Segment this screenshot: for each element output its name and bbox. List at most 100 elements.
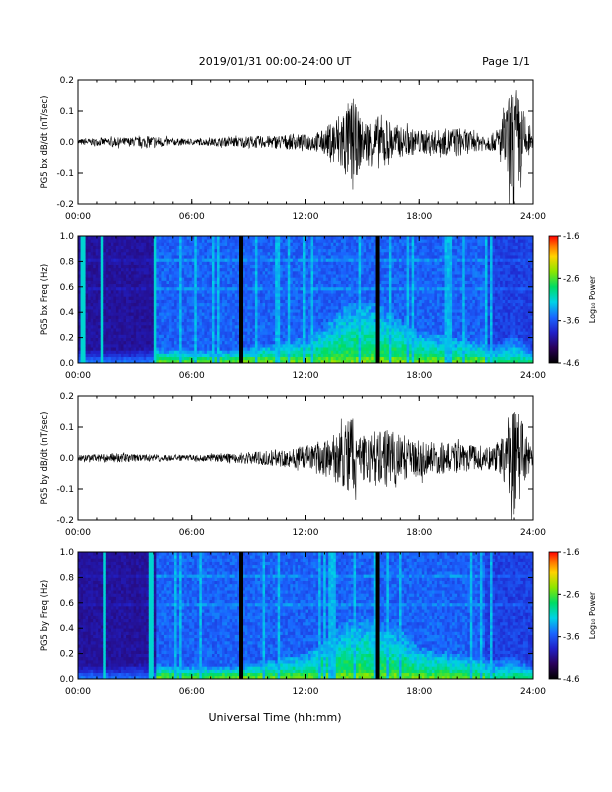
spectrogram-cell xyxy=(297,242,301,246)
spectrogram-cell xyxy=(194,267,198,272)
spectrogram-cell xyxy=(148,305,152,310)
spectrogram-cell xyxy=(123,248,127,253)
spectrogram-cell xyxy=(232,289,236,294)
spectrogram-cell xyxy=(123,267,127,272)
spectrogram-cell xyxy=(161,289,165,294)
spectrogram-cell xyxy=(153,353,157,358)
spectrogram-cell xyxy=(310,334,314,338)
spectrogram-cell xyxy=(219,245,223,250)
spectrogram-cell xyxy=(237,255,241,259)
spectrogram-cell xyxy=(310,340,314,345)
spectrogram-cell xyxy=(80,334,84,338)
spectrogram-cell xyxy=(386,356,390,361)
spectrogram-cell xyxy=(131,334,135,338)
spectrogram-cell xyxy=(191,321,195,326)
spectrogram-cell xyxy=(356,302,359,307)
spectrogram-cell xyxy=(290,350,294,354)
spectrogram-cell xyxy=(270,274,274,278)
spectrogram-cell xyxy=(234,280,238,285)
spectrogram-cell xyxy=(88,248,92,253)
spectrogram-cell xyxy=(242,299,246,304)
spectrogram-cell xyxy=(242,251,246,256)
spectrogram-cell xyxy=(148,261,152,265)
spectrogram-cell xyxy=(204,343,208,348)
spectrogram-cell xyxy=(148,312,152,316)
spectrogram-cell xyxy=(383,350,387,354)
spectrogram-cell xyxy=(98,324,102,329)
spectrogram-cell xyxy=(345,258,349,262)
spectrogram-cell xyxy=(287,280,291,285)
spectrogram-cell xyxy=(242,305,246,310)
spectrogram-cell xyxy=(131,324,135,329)
spectrogram-cell xyxy=(163,299,167,304)
spectrogram-cell xyxy=(340,255,344,259)
spectrogram-cell xyxy=(143,353,147,358)
spectrogram-cell xyxy=(211,264,215,269)
spectrogram-cell xyxy=(305,356,309,361)
spectrogram-cell xyxy=(98,258,102,262)
spectrogram-cell xyxy=(338,248,342,253)
spectrogram-cell xyxy=(386,293,390,297)
spectrogram-cell xyxy=(171,312,175,316)
spectrogram-cell xyxy=(285,312,289,316)
spectrogram-cell xyxy=(146,309,150,313)
spectrogram-cell xyxy=(285,264,289,269)
spectrogram-cell xyxy=(113,315,117,319)
spectrogram-cell xyxy=(361,296,365,300)
spectrogram-cell xyxy=(292,283,296,288)
spectrogram-cell xyxy=(348,270,352,275)
spectrogram-cell xyxy=(300,245,304,250)
spectrogram-cell xyxy=(169,245,172,250)
spectrogram-cell xyxy=(323,302,327,307)
spectrogram-cell xyxy=(93,350,97,354)
spectrogram-cell xyxy=(194,286,198,291)
spectrogram-cell xyxy=(310,255,314,259)
spectrogram-cell xyxy=(219,255,223,259)
spectrogram-cell xyxy=(371,267,375,272)
spectrogram-cell xyxy=(345,340,349,345)
spectrogram-cell xyxy=(378,286,382,291)
spectrogram-cell xyxy=(343,296,347,300)
spectrogram-cell xyxy=(305,251,309,256)
spectrogram-cell xyxy=(158,236,162,240)
spectrogram-cell xyxy=(280,299,284,304)
spectrogram-cell xyxy=(133,296,137,300)
spectrogram-cell xyxy=(229,356,233,361)
spectrogram-cell xyxy=(297,359,301,364)
spectrogram-cell xyxy=(143,239,147,243)
spectrogram-cell xyxy=(257,248,261,253)
spectrogram-cell xyxy=(275,248,279,253)
spectrogram-cell xyxy=(141,277,145,281)
spectrogram-cell xyxy=(201,331,205,335)
spectrogram-cell xyxy=(300,353,304,358)
spectrogram-cell xyxy=(148,350,152,354)
spectrogram-cell xyxy=(262,270,266,275)
spectrogram-cell xyxy=(158,312,162,316)
spectrogram-cell xyxy=(325,280,329,285)
spectrogram-cell xyxy=(120,270,124,275)
spectrogram-cell xyxy=(108,293,112,297)
spectrogram-cell xyxy=(378,331,382,335)
spectrogram-cell xyxy=(371,324,375,329)
spectrogram-cell xyxy=(275,251,279,256)
spectrogram-cell xyxy=(361,255,365,259)
spectrogram-cell xyxy=(196,261,200,265)
spectrogram-cell xyxy=(282,324,286,329)
spectrogram-cell xyxy=(363,350,367,354)
spectrogram-cell xyxy=(315,353,319,358)
spectrogram-cell xyxy=(234,302,238,307)
spectrogram-cell xyxy=(244,286,248,291)
spectrogram-cell xyxy=(285,296,289,300)
spectrogram-cell xyxy=(93,286,97,291)
spectrogram-cell xyxy=(196,328,200,332)
spectrogram-cell xyxy=(338,286,342,291)
spectrogram-cell xyxy=(224,293,228,297)
spectrogram-cell xyxy=(158,258,162,262)
spectrogram-cell xyxy=(257,359,261,364)
spectrogram-cell xyxy=(90,318,94,323)
bx-dbdt-panel: 00:00 06:00 12:00 18:00 24:00-0.2-0.10.00.10… xyxy=(40,76,546,222)
spectrogram-cell xyxy=(103,350,107,354)
spectrogram-cell xyxy=(219,258,223,262)
spectrogram-cell xyxy=(186,293,190,297)
spectrogram-cell xyxy=(244,302,248,307)
